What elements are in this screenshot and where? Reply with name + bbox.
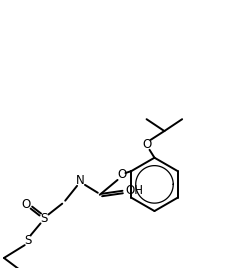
Text: OH: OH: [126, 184, 144, 197]
Text: O: O: [21, 198, 30, 211]
Text: S: S: [24, 234, 31, 247]
Text: N: N: [76, 174, 84, 187]
Text: O: O: [142, 139, 151, 151]
Text: O: O: [117, 168, 126, 181]
Text: S: S: [40, 212, 47, 225]
